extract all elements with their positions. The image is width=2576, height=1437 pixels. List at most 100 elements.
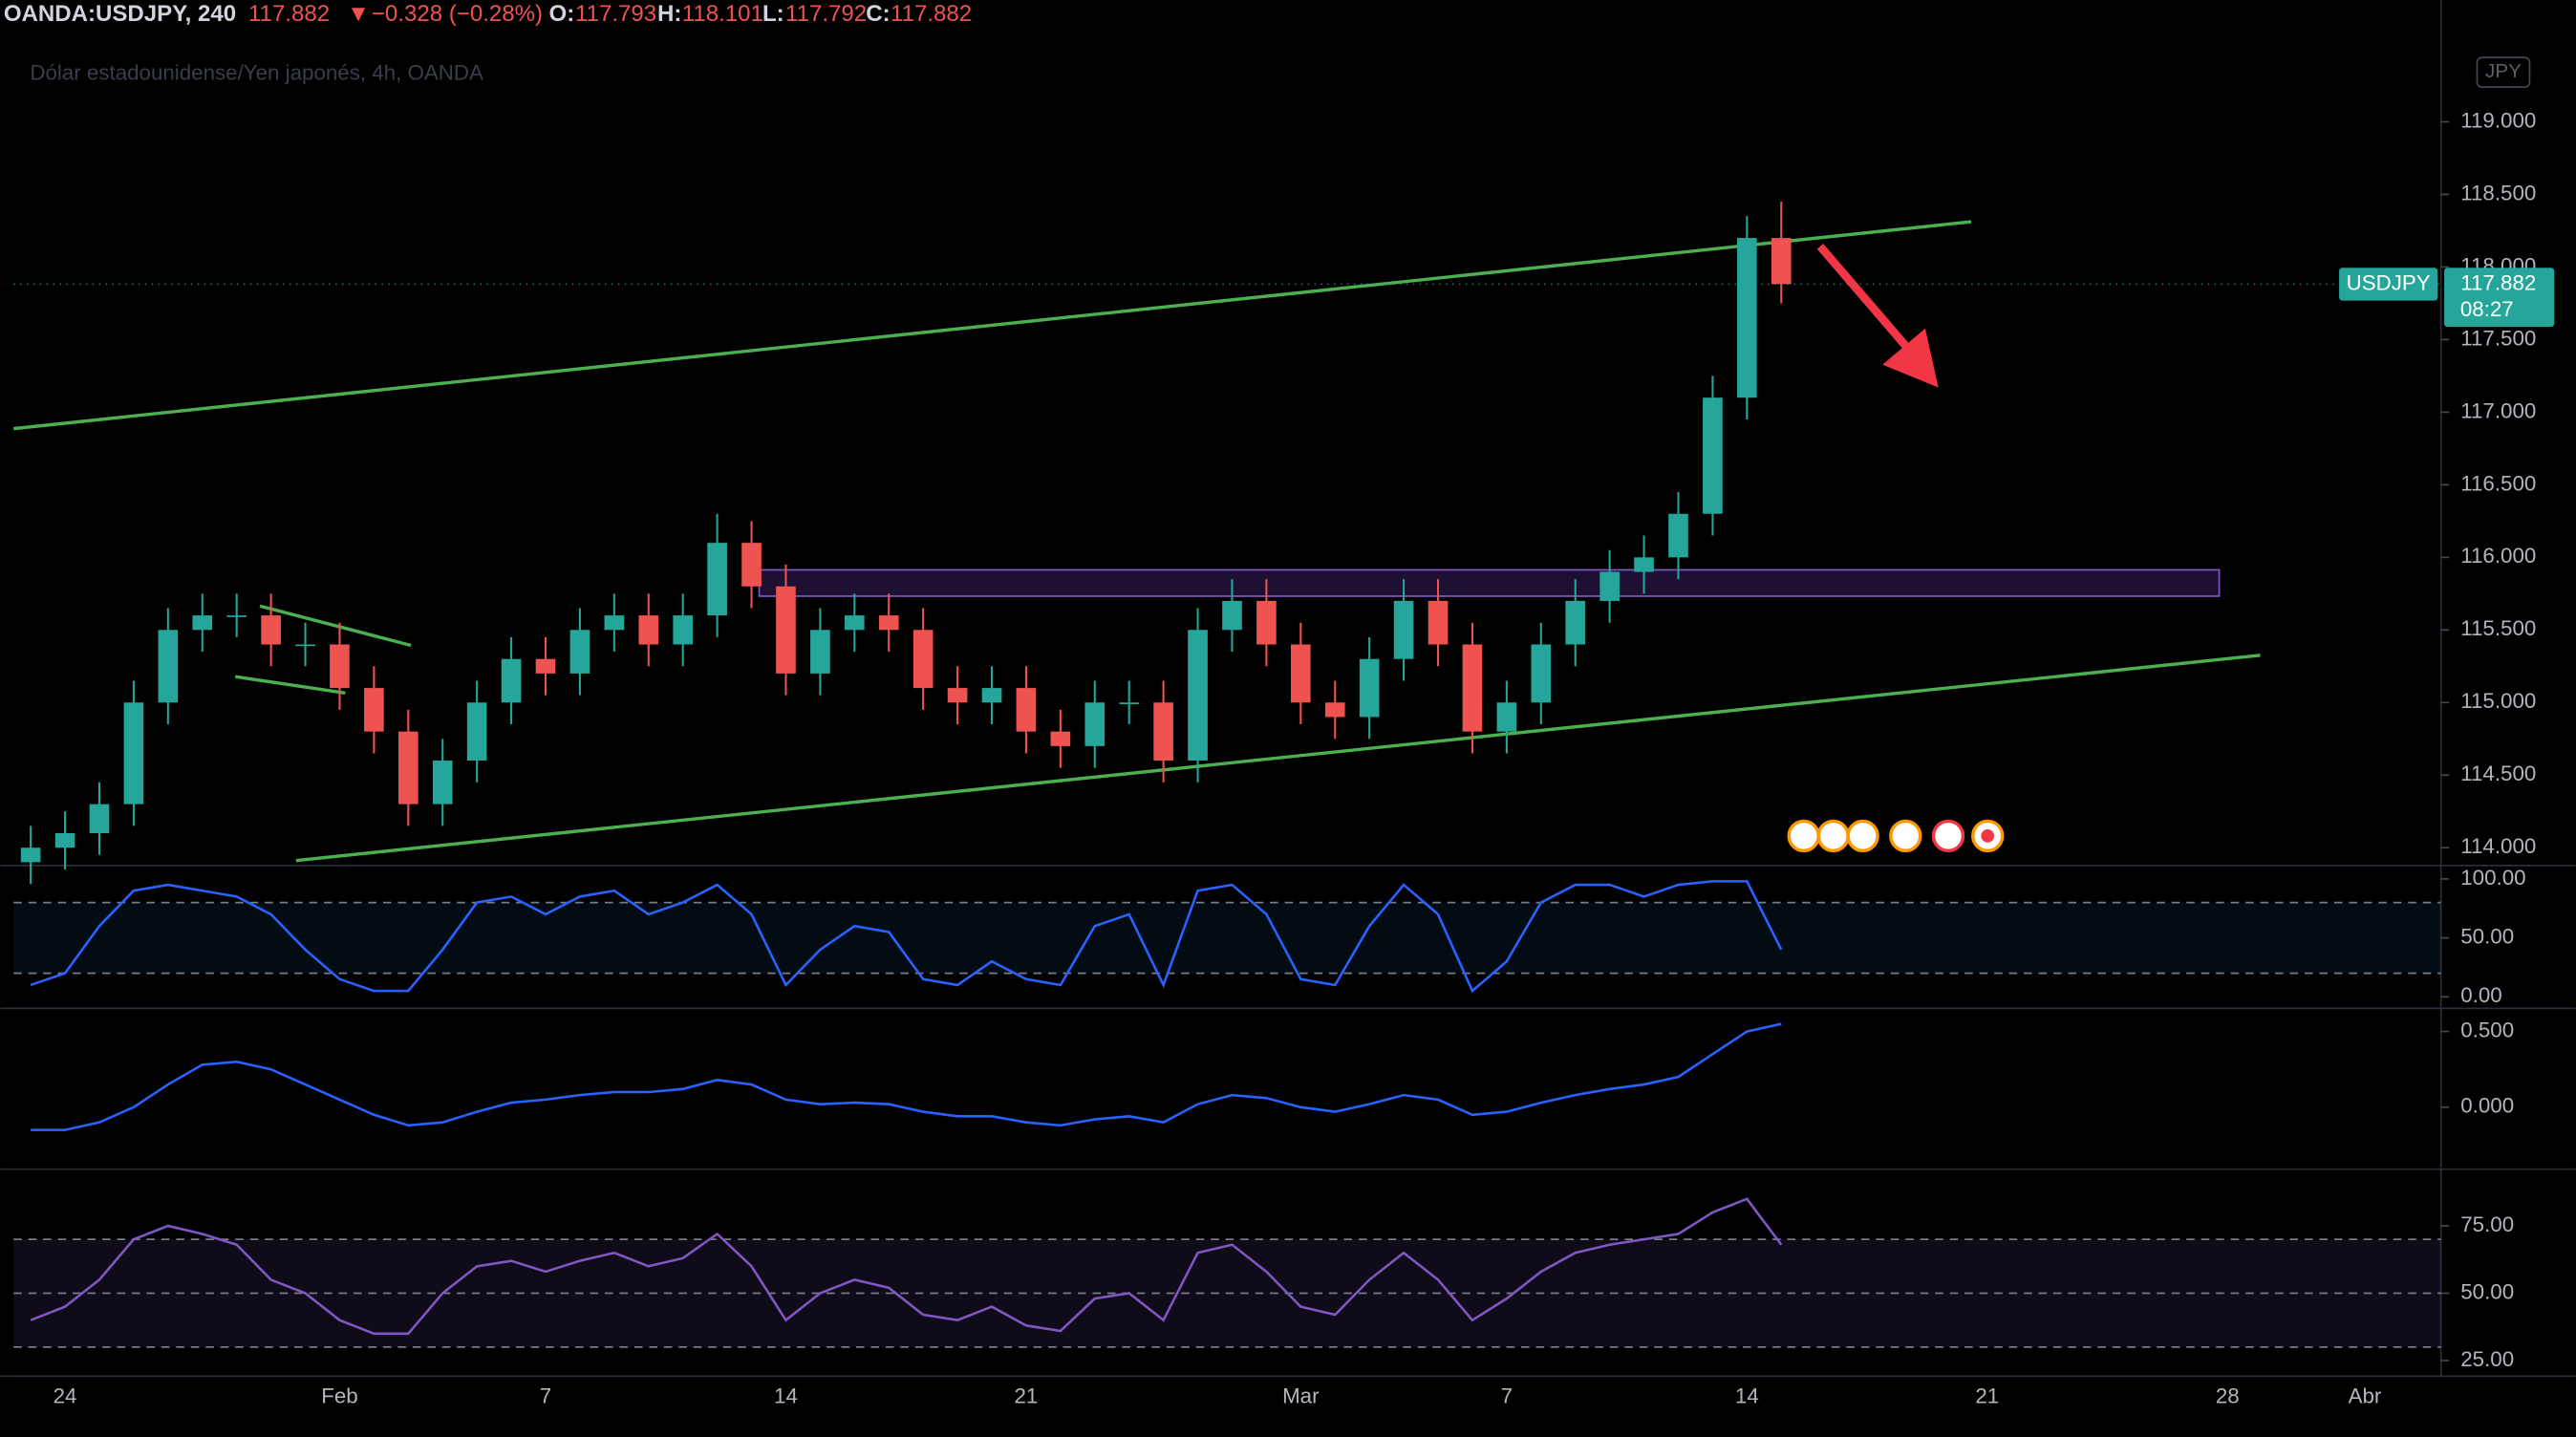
- candle-body: [295, 644, 315, 647]
- candle-body: [981, 688, 1002, 703]
- candle-body: [158, 630, 179, 703]
- x-tick-label: 28: [2216, 1384, 2240, 1408]
- candle-body: [1188, 630, 1208, 761]
- y-tick-label: 100.00: [2460, 866, 2525, 890]
- candle-body: [1496, 702, 1517, 732]
- currency: JPY: [2485, 60, 2522, 82]
- candle-body: [364, 688, 384, 732]
- y-tick-label: 50.00: [2460, 925, 2514, 949]
- event-icons: [1787, 819, 2005, 853]
- channel-upper: [12, 220, 1972, 431]
- candle-body: [89, 804, 110, 834]
- candle-body: [1256, 600, 1277, 645]
- candle-body: [638, 615, 659, 645]
- channel-lower: [295, 654, 2261, 863]
- candle-body: [1531, 644, 1552, 703]
- x-tick-label: 21: [1975, 1384, 1999, 1408]
- candle-body: [192, 615, 213, 631]
- candle-body: [1016, 688, 1037, 732]
- event-icon: [1816, 819, 1850, 853]
- flag-line: [234, 675, 346, 696]
- candle-body: [604, 615, 625, 631]
- subtitle: Dólar estadounidense/Yen japonés, 4h, OA…: [30, 60, 483, 84]
- x-tick-label: 21: [1015, 1384, 1039, 1408]
- y-tick-label: 119.000: [2460, 108, 2536, 132]
- candle-body: [432, 761, 453, 804]
- resistance-zone: [758, 568, 2221, 597]
- candle-body: [1291, 644, 1311, 703]
- price-tag-value: 117.882: [2460, 270, 2536, 294]
- candle-body: [466, 702, 487, 761]
- open-label: O:: [549, 1, 575, 27]
- candle-body: [20, 847, 41, 863]
- candle-body: [912, 630, 934, 689]
- last-price: 117.882: [248, 1, 330, 27]
- candle-body: [810, 630, 830, 674]
- candle-body: [501, 658, 522, 703]
- x-tick-label: 14: [1735, 1384, 1759, 1408]
- y-tick-label: 117.000: [2460, 398, 2536, 422]
- candle-body: [397, 731, 419, 804]
- candle-body: [1565, 600, 1586, 645]
- price-tag: [2444, 268, 2555, 328]
- band-fill: [13, 902, 2441, 974]
- indicator-line: [30, 880, 1783, 994]
- event-icon-dot: [1981, 829, 1995, 843]
- candle-body: [1599, 571, 1620, 601]
- candle-body: [673, 615, 694, 645]
- high-value: 118.101: [682, 1, 763, 27]
- candle-body: [1737, 238, 1757, 398]
- change-arrow: ▼: [347, 1, 370, 27]
- y-tick-label: 114.500: [2460, 761, 2536, 785]
- y-tick-label: 0.000: [2460, 1094, 2514, 1118]
- y-tick-label: 50.00: [2460, 1279, 2514, 1303]
- candle-body: [878, 615, 899, 631]
- currency-box: [2476, 56, 2531, 88]
- x-tick-label: 24: [54, 1384, 77, 1408]
- change: −0.328 (−0.28%): [372, 1, 543, 27]
- candle-body: [1359, 658, 1380, 718]
- candle-body: [123, 702, 144, 804]
- candle-body: [1153, 702, 1173, 761]
- candle-body: [1703, 397, 1723, 514]
- y-tick-label: 25.00: [2460, 1347, 2514, 1371]
- arrow-head: [1882, 328, 1939, 388]
- y-tick-label: 0.500: [2460, 1018, 2514, 1041]
- x-tick-label: 7: [1501, 1384, 1513, 1408]
- open-value: 117.793: [575, 1, 656, 27]
- indicator-line: [31, 1022, 1782, 1131]
- candle-body: [1634, 557, 1654, 572]
- flag-line: [259, 604, 412, 648]
- candle-body: [1462, 644, 1483, 732]
- event-icon: [1787, 819, 1820, 853]
- low-label: L:: [762, 1, 784, 27]
- low-value: 117.792: [785, 1, 867, 27]
- candle-body: [1222, 600, 1242, 631]
- candle-body: [1084, 702, 1106, 746]
- candle-body: [569, 630, 590, 674]
- event-icon: [1889, 819, 1922, 853]
- arrow-shaft: [1816, 244, 1914, 354]
- close-label: C:: [866, 1, 890, 27]
- candle-body: [1393, 600, 1414, 659]
- event-icon: [1931, 819, 1965, 853]
- symbol: OANDA:USDJPY, 240: [4, 1, 236, 27]
- candle-body: [1428, 600, 1449, 645]
- symbol-tag: [2339, 268, 2438, 301]
- candle-body: [261, 615, 281, 645]
- y-tick-label: 116.000: [2460, 544, 2536, 568]
- symbol-tag-label: USDJPY: [2347, 270, 2431, 294]
- y-tick-label: 118.500: [2460, 181, 2536, 204]
- candle-body: [226, 615, 247, 617]
- candle-body: [947, 688, 968, 703]
- x-tick-label: Abr: [2349, 1384, 2382, 1408]
- candle-body: [535, 658, 556, 674]
- candle-body: [776, 586, 796, 674]
- candle-body: [741, 543, 762, 587]
- candle-body: [1771, 238, 1792, 285]
- candle-body: [844, 615, 865, 631]
- candle-body: [1324, 702, 1345, 718]
- y-tick-label: 116.500: [2460, 471, 2536, 495]
